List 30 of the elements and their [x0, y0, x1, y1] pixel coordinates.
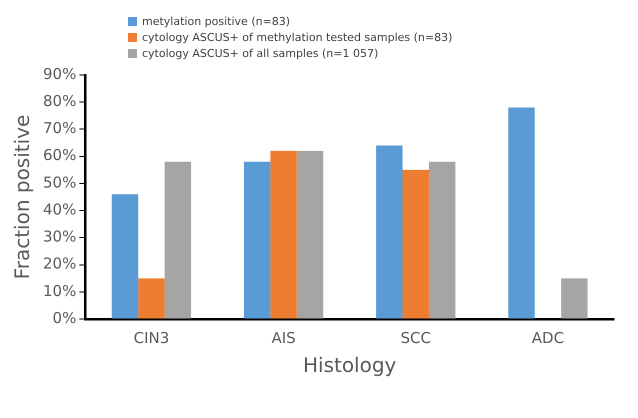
y-tick-label: 90%	[42, 64, 76, 83]
y-tick-label: 40%	[42, 200, 76, 218]
bar	[376, 145, 403, 318]
bar	[561, 278, 588, 318]
legend-label: cytology ASCUS+ of all samples (n=1 057)	[142, 47, 378, 60]
bar	[164, 162, 192, 318]
bar	[112, 194, 138, 318]
y-tick-label: 0%	[52, 308, 76, 327]
bar	[428, 162, 456, 318]
bar	[296, 150, 324, 318]
legend-label: metylation positive (n=83)	[142, 15, 290, 28]
x-tick-label: SCC	[400, 328, 431, 347]
x-tick-label: ADC	[532, 328, 564, 347]
y-tick-label: 20%	[42, 254, 76, 273]
y-tick-label: 60%	[42, 146, 76, 164]
bar	[508, 108, 535, 318]
x-tick-label: AIS	[271, 328, 296, 347]
legend-label: cytology ASCUS+ of methylation tested samples (n=83)	[142, 31, 452, 44]
x-tick-label: CIN3	[134, 328, 170, 347]
x-axis-title: Histology	[302, 353, 397, 378]
y-axis-title: Fraction positive	[10, 114, 34, 280]
bar	[402, 170, 429, 318]
bar	[244, 162, 270, 318]
bar	[138, 278, 165, 318]
y-tick-label: 10%	[42, 282, 76, 300]
y-tick-label: 50%	[42, 173, 76, 192]
y-tick-label: 70%	[42, 119, 76, 138]
bar	[270, 150, 297, 318]
y-tick-label: 30%	[42, 228, 76, 246]
y-tick-label: 80%	[42, 92, 76, 110]
